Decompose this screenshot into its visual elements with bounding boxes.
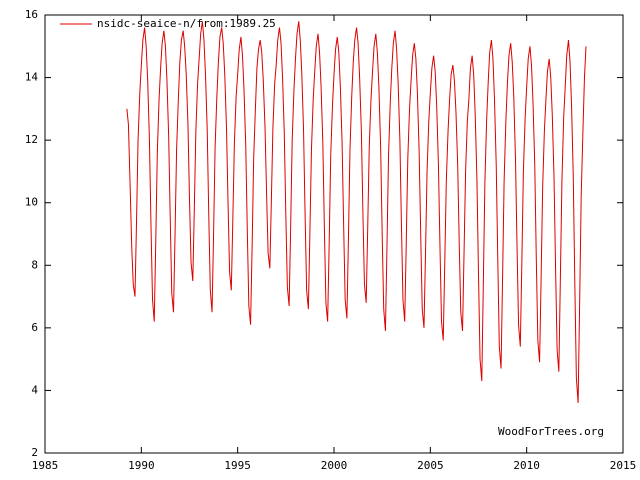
x-tick-label: 2005 bbox=[417, 459, 444, 472]
y-tick-label: 8 bbox=[31, 258, 38, 271]
x-tick-label: 2000 bbox=[321, 459, 348, 472]
y-tick-label: 6 bbox=[31, 321, 38, 334]
y-tick-label: 10 bbox=[25, 196, 38, 209]
y-tick-label: 14 bbox=[25, 71, 39, 84]
x-tick-label: 1995 bbox=[224, 459, 251, 472]
y-tick-label: 4 bbox=[31, 383, 38, 396]
annotation: WoodForTrees.org bbox=[498, 425, 604, 438]
x-tick-label: 1990 bbox=[128, 459, 155, 472]
y-tick-label: 12 bbox=[25, 133, 38, 146]
x-tick-label: 2010 bbox=[513, 459, 540, 472]
x-tick-label: 2015 bbox=[610, 459, 637, 472]
x-tick-label: 1985 bbox=[32, 459, 59, 472]
data-line bbox=[126, 21, 587, 403]
y-tick-label: 16 bbox=[25, 8, 38, 21]
y-tick-label: 2 bbox=[31, 446, 38, 459]
legend-label: nsidc-seaice-n/from:1989.25 bbox=[97, 17, 276, 30]
